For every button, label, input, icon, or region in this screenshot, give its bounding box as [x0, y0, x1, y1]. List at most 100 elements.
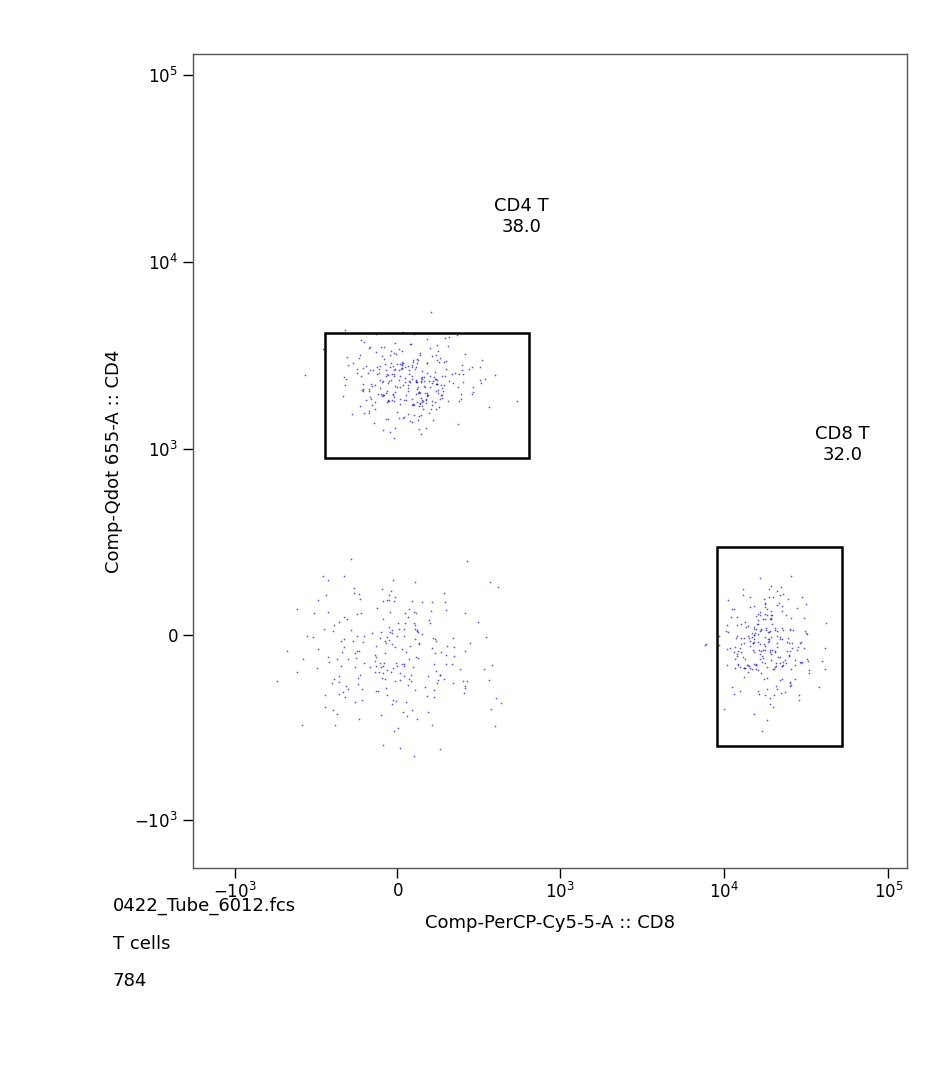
Point: [753, 664, 768, 681]
Point: [746, 619, 761, 636]
Point: [802, 665, 817, 682]
Point: [779, 654, 794, 672]
Point: [767, 622, 782, 639]
Point: [761, 580, 776, 597]
Point: [720, 640, 735, 658]
Point: [455, 373, 470, 390]
Point: [413, 385, 428, 402]
Point: [367, 414, 382, 431]
Point: [414, 406, 429, 424]
Point: [451, 365, 466, 383]
Point: [788, 651, 803, 668]
Point: [388, 589, 403, 606]
Point: [369, 599, 384, 617]
Point: [381, 392, 396, 410]
Point: [355, 381, 370, 398]
Point: [430, 336, 445, 354]
Point: [393, 355, 408, 372]
Point: [421, 372, 436, 389]
Point: [379, 686, 394, 703]
Point: [422, 378, 437, 396]
Point: [414, 373, 429, 390]
Point: [757, 590, 772, 607]
Point: [400, 376, 415, 393]
Point: [375, 610, 390, 627]
Point: [405, 658, 420, 675]
Point: [415, 401, 431, 418]
Point: [458, 678, 473, 695]
Point: [438, 368, 453, 385]
Point: [752, 569, 767, 586]
Point: [374, 388, 389, 405]
Point: [392, 672, 407, 689]
Point: [426, 688, 441, 705]
Point: [354, 680, 369, 697]
Point: [399, 391, 414, 409]
Point: [352, 585, 367, 603]
Point: [407, 681, 422, 699]
Point: [746, 634, 761, 651]
Point: [388, 345, 403, 362]
Point: [337, 689, 352, 706]
Point: [398, 614, 413, 632]
Point: [401, 650, 416, 667]
Point: [791, 691, 807, 708]
Point: [765, 641, 780, 659]
Point: [432, 666, 447, 683]
Point: [749, 616, 764, 633]
Point: [437, 376, 452, 393]
Point: [397, 655, 412, 673]
Point: [411, 420, 426, 438]
Point: [435, 379, 450, 397]
Point: [465, 384, 480, 401]
Point: [441, 329, 456, 346]
Point: [437, 354, 452, 371]
Point: [382, 586, 397, 604]
Point: [422, 614, 437, 632]
Point: [739, 657, 754, 674]
Point: [416, 369, 431, 386]
Point: [394, 354, 409, 371]
Point: [750, 611, 765, 628]
Point: [494, 694, 509, 711]
Text: CD8 T
32.0: CD8 T 32.0: [816, 425, 870, 464]
Text: T cells: T cells: [113, 935, 170, 953]
Point: [388, 654, 403, 672]
Point: [465, 385, 480, 402]
Point: [397, 658, 412, 675]
Point: [770, 638, 785, 655]
Point: [377, 386, 392, 403]
Point: [348, 659, 363, 676]
Point: [456, 673, 471, 690]
Point: [783, 620, 798, 637]
Point: [392, 371, 407, 388]
Point: [332, 674, 347, 691]
Point: [728, 660, 743, 677]
Point: [473, 371, 488, 388]
Point: [424, 593, 439, 610]
Point: [409, 381, 424, 398]
Point: [380, 365, 395, 383]
Point: [430, 342, 445, 359]
Point: [775, 671, 790, 688]
Point: [785, 622, 800, 639]
Point: [758, 637, 773, 654]
Point: [306, 628, 321, 646]
Point: [401, 600, 416, 618]
Point: [409, 374, 424, 391]
Point: [748, 660, 763, 677]
Point: [396, 407, 411, 425]
Point: [405, 702, 420, 719]
Point: [381, 632, 396, 649]
Point: [396, 323, 411, 341]
Point: [761, 623, 776, 640]
Point: [377, 671, 392, 688]
Point: [770, 627, 785, 645]
Point: [337, 609, 352, 626]
Point: [401, 671, 416, 688]
Point: [407, 604, 422, 621]
Point: [419, 387, 434, 404]
Point: [410, 393, 425, 411]
Point: [775, 658, 790, 675]
Point: [416, 372, 431, 389]
